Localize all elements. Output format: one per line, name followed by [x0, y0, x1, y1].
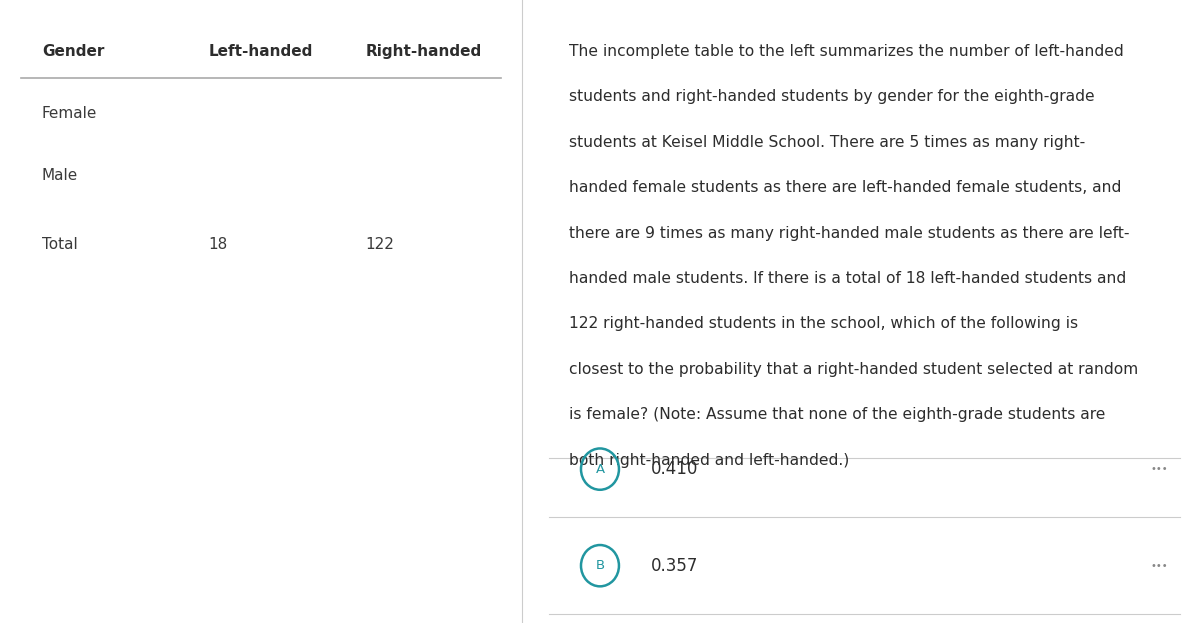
Text: handed male students. If there is a total of 18 left-handed students and: handed male students. If there is a tota… [570, 271, 1127, 286]
Text: handed female students as there are left-handed female students, and: handed female students as there are left… [570, 180, 1122, 195]
Text: 122 right-handed students in the school, which of the following is: 122 right-handed students in the school,… [570, 316, 1079, 331]
Text: A: A [595, 463, 605, 475]
Text: •••: ••• [1151, 561, 1168, 571]
Text: closest to the probability that a right-handed student selected at random: closest to the probability that a right-… [570, 362, 1139, 377]
Text: students at Keisel Middle School. There are 5 times as many right-: students at Keisel Middle School. There … [570, 135, 1086, 150]
Text: The incomplete table to the left summarizes the number of left-handed: The incomplete table to the left summari… [570, 44, 1124, 59]
Text: there are 9 times as many right-handed male students as there are left-: there are 9 times as many right-handed m… [570, 226, 1130, 240]
Text: is female? (Note: Assume that none of the eighth-grade students are: is female? (Note: Assume that none of th… [570, 407, 1106, 422]
Text: Right-handed: Right-handed [365, 44, 481, 59]
Text: Female: Female [42, 106, 97, 121]
Text: 18: 18 [209, 237, 228, 252]
Text: 0.357: 0.357 [650, 557, 698, 574]
Text: Left-handed: Left-handed [209, 44, 313, 59]
Text: Total: Total [42, 237, 78, 252]
Text: •••: ••• [1151, 464, 1168, 474]
Text: 0.410: 0.410 [650, 460, 698, 478]
Text: students and right-handed students by gender for the eighth-grade: students and right-handed students by ge… [570, 89, 1096, 104]
Text: B: B [595, 559, 605, 572]
Text: Gender: Gender [42, 44, 104, 59]
Text: Male: Male [42, 168, 78, 183]
Text: both right-handed and left-handed.): both right-handed and left-handed.) [570, 453, 850, 468]
Text: 122: 122 [365, 237, 395, 252]
